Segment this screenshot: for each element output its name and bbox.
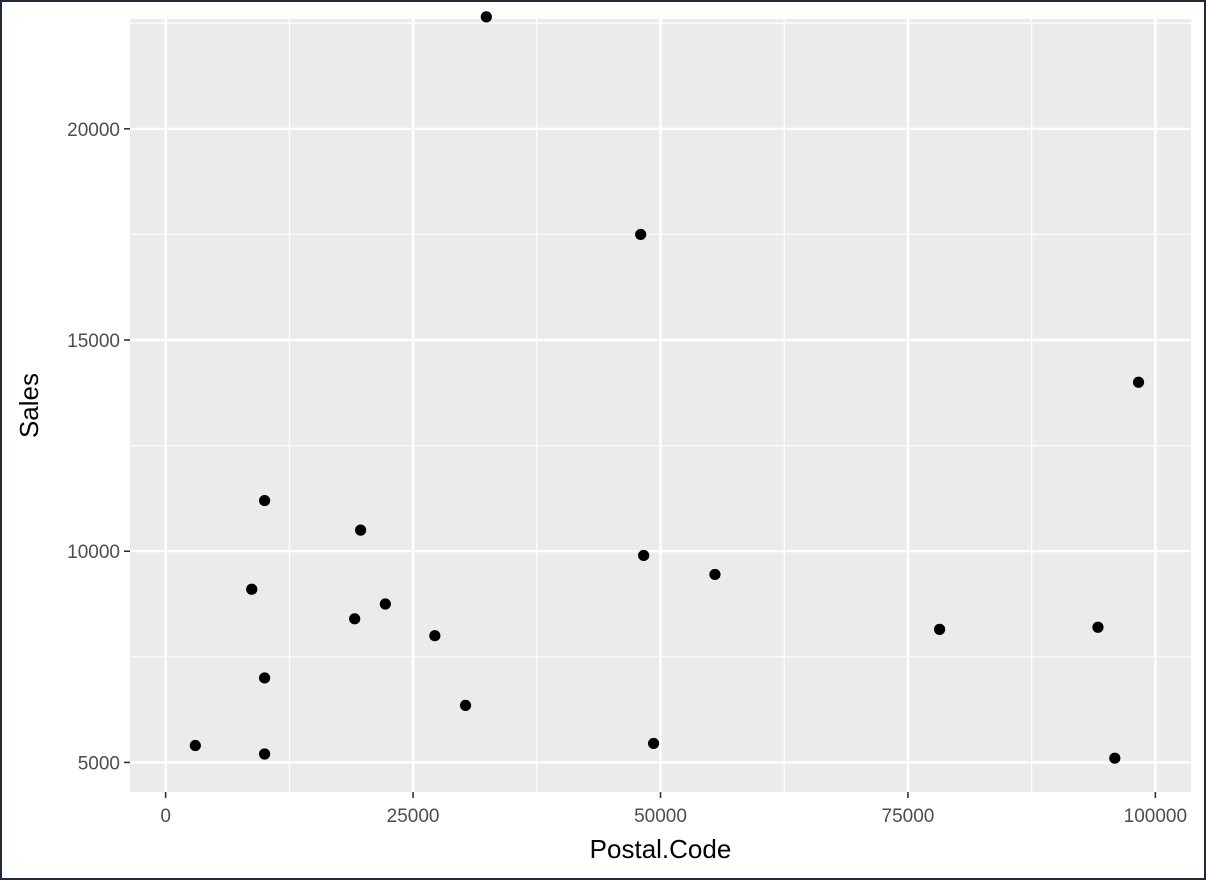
data-point [355,524,367,536]
data-point [429,630,441,642]
major-gridlines [130,19,1191,792]
data-point [647,737,660,750]
data-point [259,494,271,507]
data-point [259,748,271,760]
data-point [709,568,721,581]
data-point [189,739,201,752]
y-tick-label: 10000 [67,542,120,563]
data-point [638,549,650,562]
data-point [1132,376,1145,388]
data-point [459,699,472,712]
x-tick-label: 100000 [1124,806,1187,827]
data-point [349,613,361,625]
y-tick-label: 5000 [78,753,120,774]
data-point [1109,752,1121,764]
y-tick-label: 20000 [67,120,120,141]
x-axis-title: Postal.Code [590,834,732,864]
x-tick-label: 50000 [634,806,687,827]
data-points [189,11,1145,764]
x-tick-label: 75000 [882,806,935,827]
data-point [934,623,946,635]
data-point [259,672,271,684]
y-axis-ticks: 5000 10000 15000 20000 [67,120,130,774]
x-tick-label: 25000 [387,806,440,827]
x-tick-label: 0 [160,806,171,827]
data-point [480,11,492,23]
data-point [1092,621,1104,633]
x-axis-ticks: 0 25000 50000 75000 100000 [160,792,1187,827]
y-axis-title: Sales [14,373,44,438]
data-point [246,583,258,595]
data-point [379,598,391,610]
data-point [635,228,647,241]
y-tick-label: 15000 [67,331,120,352]
